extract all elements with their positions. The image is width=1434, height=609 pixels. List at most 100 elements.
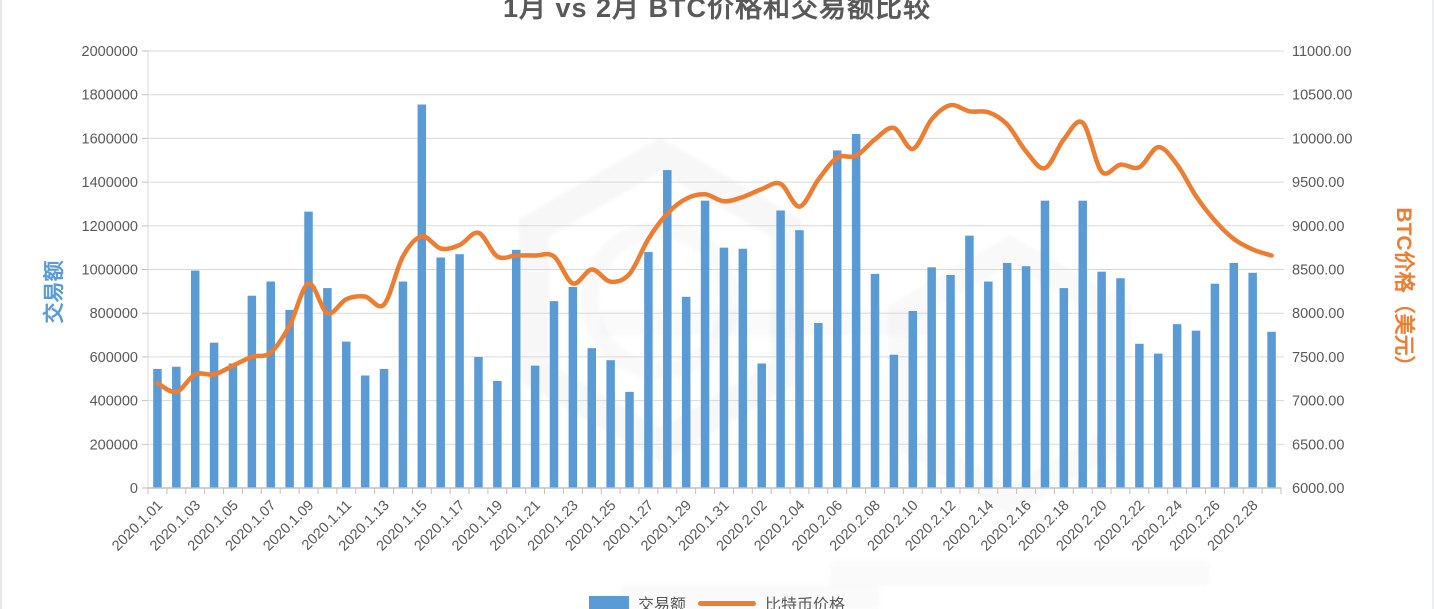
volume-bar bbox=[436, 257, 445, 488]
volume-bar bbox=[568, 286, 578, 488]
volume-bar bbox=[266, 281, 275, 488]
svg-text:6500.00: 6500.00 bbox=[1292, 437, 1344, 453]
gridlines bbox=[142, 50, 1284, 489]
right-axis-labels: 6000.00 6500.00 7000.00 7500.00 8000.00 8500.… bbox=[1292, 44, 1352, 497]
svg-text:1200000: 1200000 bbox=[82, 219, 138, 235]
svg-text:1000000: 1000000 bbox=[82, 263, 138, 279]
svg-text:1800000: 1800000 bbox=[82, 88, 138, 104]
left-axis-labels: 0 200000 400000 600000 800000 1000000 1200000 1… bbox=[82, 44, 138, 497]
volume-bar bbox=[965, 235, 974, 488]
volume-bar bbox=[1267, 331, 1276, 488]
volume-bar bbox=[360, 375, 370, 488]
svg-text:600000: 600000 bbox=[90, 350, 138, 366]
volume-bar bbox=[398, 281, 408, 488]
volume-bar bbox=[474, 356, 483, 488]
watermark-text-row bbox=[830, 560, 1210, 586]
volume-bar bbox=[625, 391, 634, 488]
volume-bar bbox=[1040, 200, 1050, 489]
volume-bar bbox=[870, 273, 880, 488]
svg-text:10500.00: 10500.00 bbox=[1292, 88, 1352, 104]
svg-text:7000.00: 7000.00 bbox=[1292, 394, 1344, 410]
price-line bbox=[155, 102, 1274, 395]
volume-bar bbox=[908, 311, 918, 488]
left-axis-title: 交易额 bbox=[43, 260, 66, 324]
volume-bar bbox=[757, 363, 766, 488]
volume-bar bbox=[1021, 266, 1031, 488]
volume-bar bbox=[209, 342, 219, 488]
volume-bar bbox=[304, 211, 313, 488]
volume-bar bbox=[587, 348, 597, 488]
volume-bar bbox=[342, 341, 351, 488]
volume-bar bbox=[1248, 272, 1257, 488]
volume-bar bbox=[738, 248, 748, 488]
volume-bar bbox=[153, 368, 162, 488]
volume-bar bbox=[719, 247, 729, 488]
volume-bar bbox=[1116, 278, 1125, 488]
legend-item-price: 比特币价格 bbox=[698, 591, 845, 609]
svg-text:1600000: 1600000 bbox=[82, 131, 138, 147]
svg-text:1400000: 1400000 bbox=[82, 175, 138, 191]
svg-text:11000.00: 11000.00 bbox=[1292, 44, 1351, 60]
watermark-mark bbox=[581, 221, 739, 379]
volume-bar bbox=[663, 170, 672, 488]
volume-bar bbox=[700, 200, 710, 489]
svg-text:9000.00: 9000.00 bbox=[1292, 219, 1344, 235]
axis-lines bbox=[147, 51, 1282, 494]
volume-bar bbox=[776, 210, 785, 488]
volume-bar bbox=[889, 354, 899, 488]
watermark-hexagon bbox=[519, 137, 801, 463]
volume-bar bbox=[530, 365, 540, 488]
right-axis-title: BTC价格（美元） bbox=[1392, 207, 1415, 377]
svg-text:6000.00: 6000.00 bbox=[1292, 481, 1344, 497]
volume-bar bbox=[814, 323, 823, 488]
volume-bar bbox=[1097, 271, 1106, 488]
volume-bar bbox=[190, 270, 200, 488]
volume-bar bbox=[1229, 262, 1239, 488]
volume-bar bbox=[606, 360, 615, 488]
volume-bar bbox=[493, 380, 502, 488]
volume-bar bbox=[511, 249, 521, 488]
x-axis-labels: 2020.1.012020.1.032020.1.052020.1.072020… bbox=[109, 498, 1261, 555]
volume-bar bbox=[832, 150, 842, 489]
svg-text:0: 0 bbox=[130, 481, 138, 497]
svg-text:9500.00: 9500.00 bbox=[1292, 175, 1344, 191]
volume-swatch bbox=[588, 595, 629, 609]
volume-bar bbox=[1002, 262, 1012, 488]
volume-bar bbox=[549, 301, 559, 488]
volume-bar bbox=[644, 252, 653, 488]
legend: 交易额 比特币价格 bbox=[588, 591, 845, 609]
volume-bar bbox=[1172, 324, 1182, 489]
volume-bar bbox=[172, 366, 181, 488]
price-line-swatch bbox=[698, 600, 756, 606]
svg-text:7500.00: 7500.00 bbox=[1292, 350, 1344, 366]
volume-bar bbox=[285, 309, 294, 488]
volume-bar bbox=[927, 267, 936, 488]
chart-title: 1月 vs 2月 BTC价格和交易额比较 bbox=[502, 0, 932, 23]
svg-text:10000.00: 10000.00 bbox=[1292, 131, 1352, 147]
volume-bar bbox=[851, 134, 861, 488]
svg-text:400000: 400000 bbox=[90, 394, 138, 410]
svg-text:2000000: 2000000 bbox=[82, 44, 138, 60]
legend-label-volume: 交易额 bbox=[637, 597, 686, 609]
volume-bar bbox=[247, 295, 257, 488]
volume-bar bbox=[417, 104, 427, 488]
volume-bar bbox=[1191, 330, 1201, 488]
svg-text:800000: 800000 bbox=[90, 306, 138, 322]
volume-bar bbox=[795, 230, 804, 489]
volume-bar bbox=[1154, 353, 1163, 488]
svg-text:8000.00: 8000.00 bbox=[1292, 306, 1344, 322]
volume-bar bbox=[946, 274, 955, 488]
volume-bar bbox=[455, 254, 464, 488]
volume-bar bbox=[1059, 288, 1069, 488]
volume-bar bbox=[379, 368, 389, 488]
legend-label-price: 比特币价格 bbox=[765, 597, 846, 609]
volume-bar bbox=[323, 288, 332, 488]
svg-text:8500.00: 8500.00 bbox=[1292, 263, 1344, 279]
volume-bar bbox=[228, 363, 238, 488]
volume-bars bbox=[153, 104, 1276, 489]
volume-bar bbox=[681, 296, 691, 488]
svg-text:200000: 200000 bbox=[90, 437, 138, 453]
legend-item-volume: 交易额 bbox=[588, 591, 686, 609]
